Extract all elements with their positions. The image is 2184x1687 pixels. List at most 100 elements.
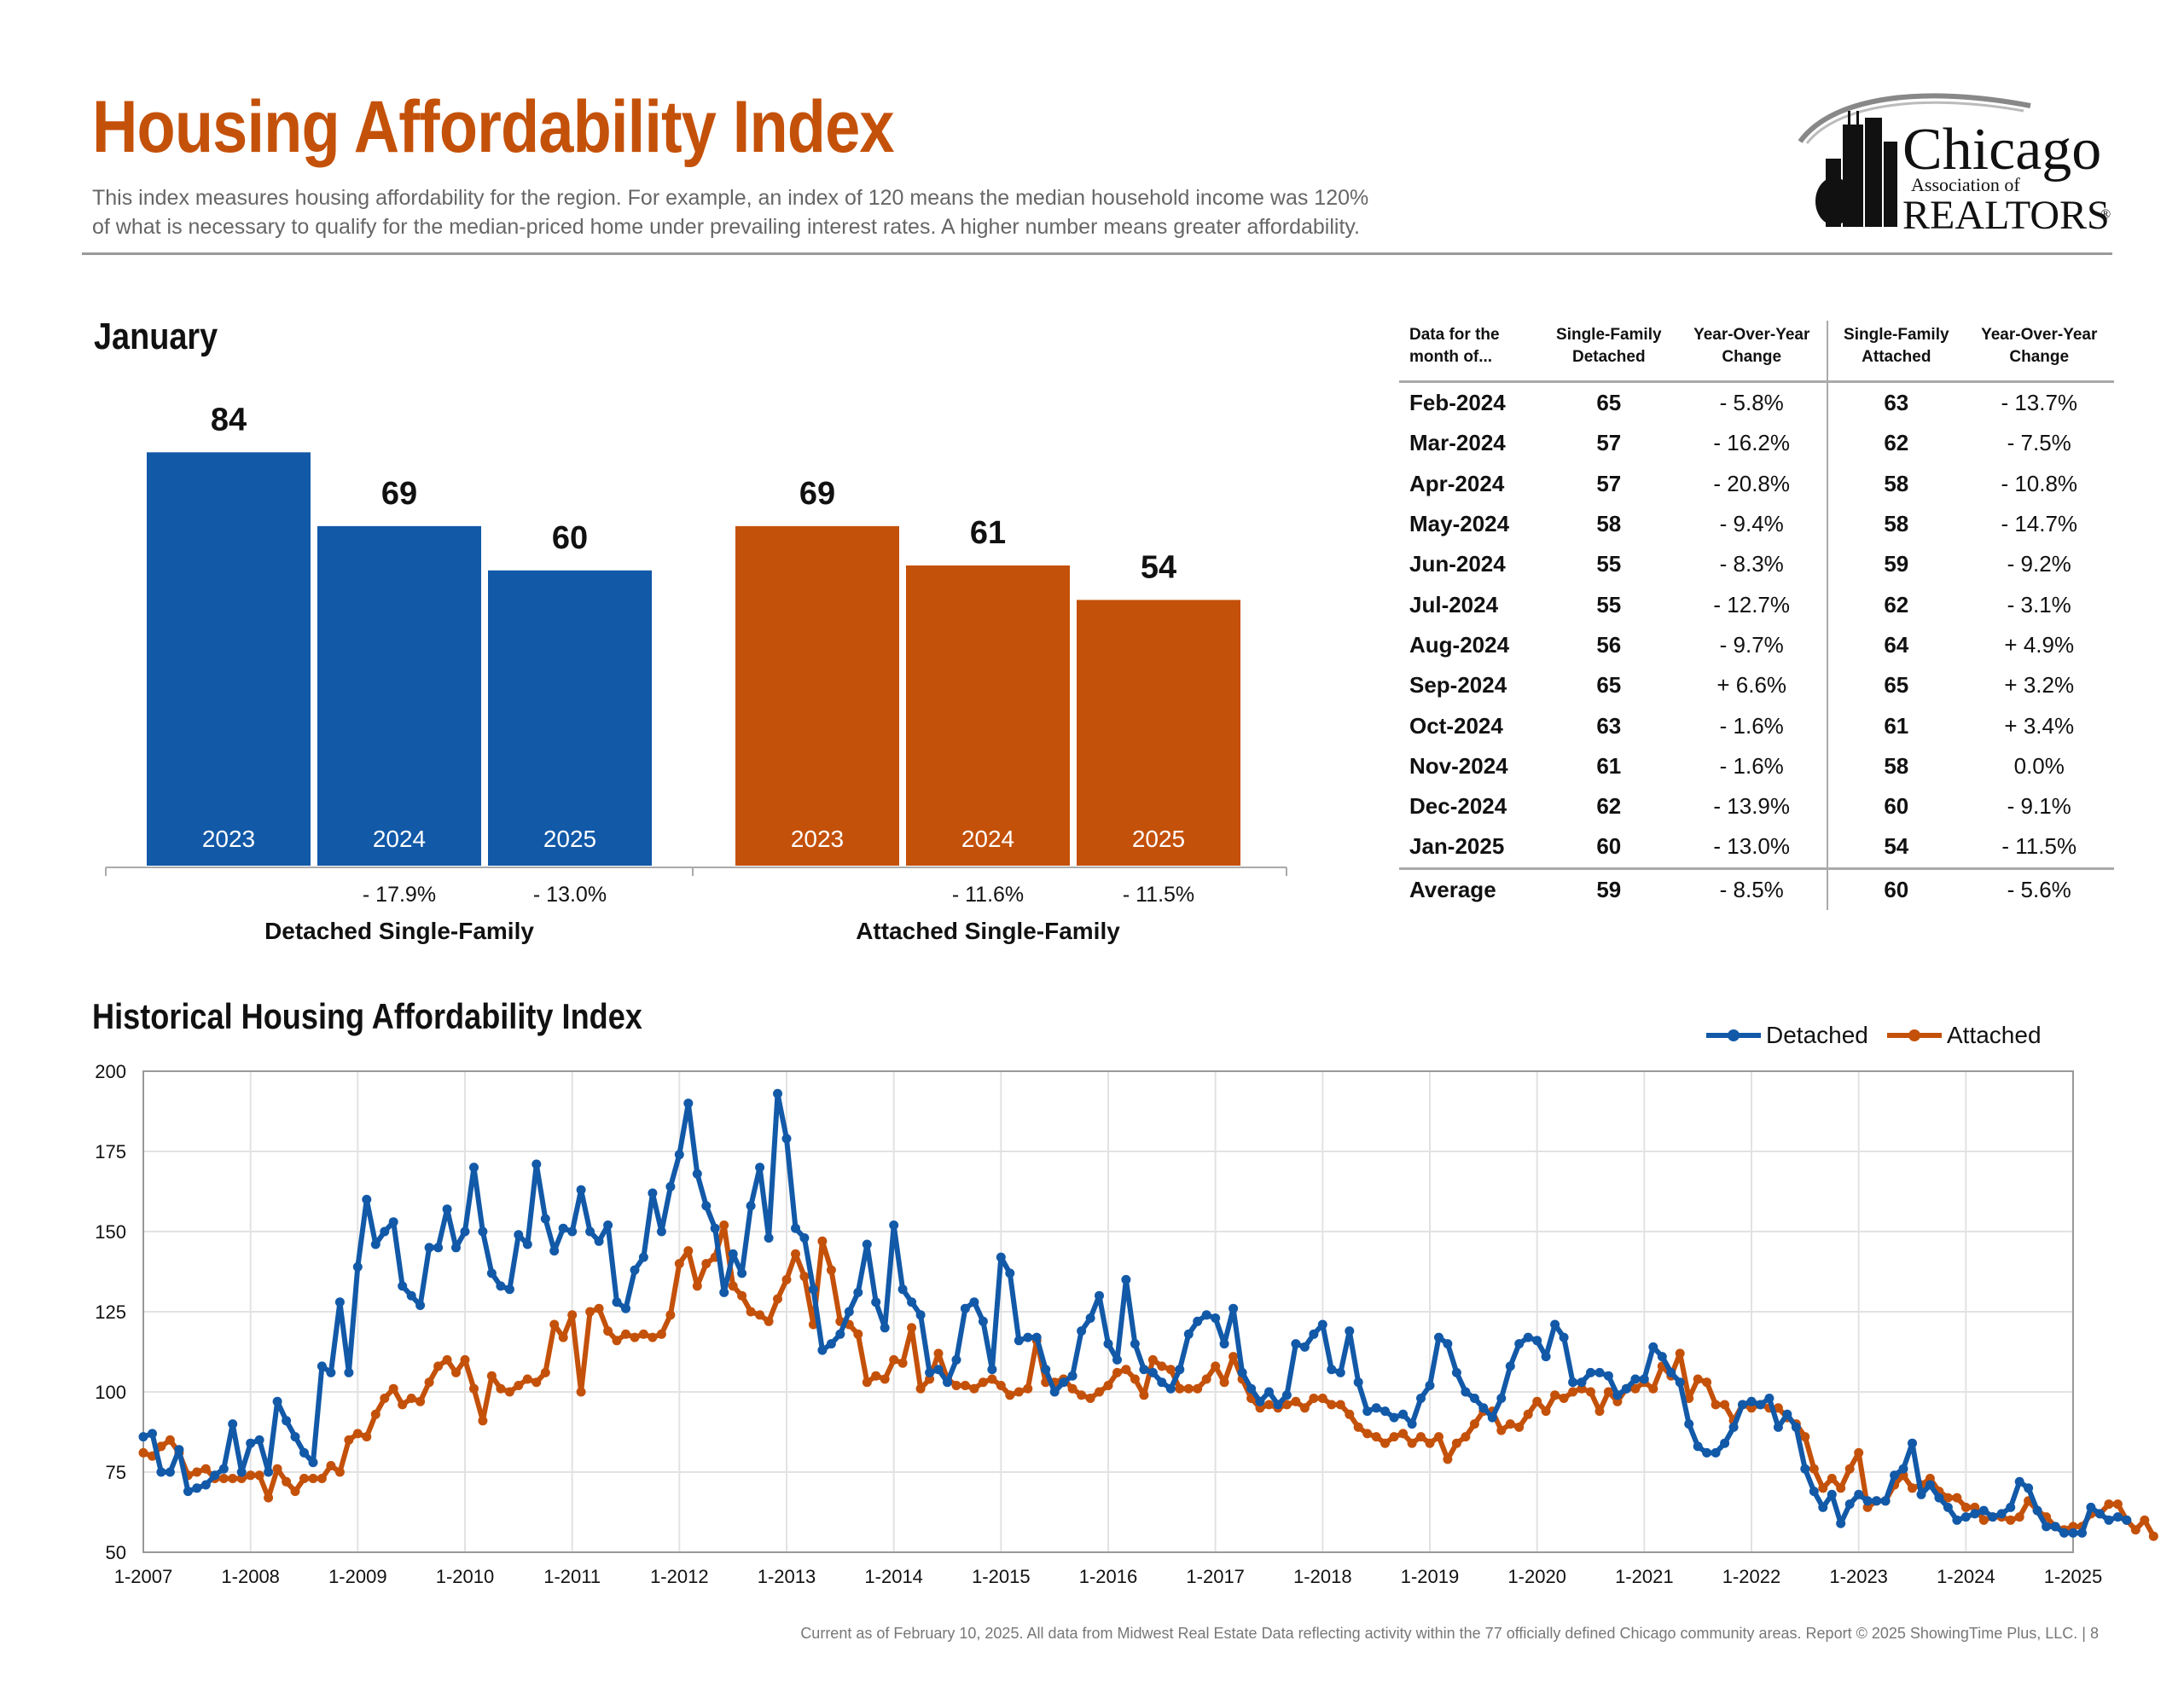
point-attached: [737, 1290, 747, 1301]
point-detached: [514, 1230, 524, 1240]
point-detached: [460, 1226, 470, 1237]
point-detached: [2024, 1483, 2034, 1493]
point-detached: [1978, 1505, 1989, 1516]
point-detached: [638, 1252, 648, 1262]
table-cell: Jul-2024: [1409, 591, 1499, 617]
table-cell: 57: [1596, 470, 1622, 496]
bar-change-label: - 17.9%: [363, 883, 436, 907]
logo-registered-mark: ®: [2100, 207, 2111, 222]
table-header-cell: Year-Over-Year Change: [1676, 321, 1829, 383]
point-detached: [907, 1297, 917, 1307]
point-detached: [576, 1185, 586, 1195]
point-attached: [656, 1329, 666, 1339]
point-attached: [674, 1259, 684, 1269]
point-attached: [1014, 1387, 1024, 1397]
bar-value-label: 54: [1141, 549, 1176, 585]
point-detached: [1666, 1367, 1676, 1377]
point-attached: [889, 1354, 899, 1365]
point-detached: [558, 1223, 568, 1233]
legend-detached-label: Detached: [1766, 1022, 1868, 1048]
point-attached: [648, 1332, 658, 1342]
point-detached: [1934, 1493, 1944, 1503]
point-detached: [889, 1220, 899, 1230]
point-detached: [192, 1483, 202, 1493]
point-attached: [1264, 1400, 1274, 1410]
y-tick-label: 125: [95, 1301, 126, 1323]
point-attached: [451, 1367, 461, 1377]
point-attached: [352, 1429, 363, 1439]
table-cell: - 9.4%: [1676, 503, 1829, 545]
point-detached: [1800, 1464, 1810, 1474]
point-detached: [1389, 1412, 1399, 1423]
table-row: Jul-2024 55 - 12.7% 62 - 3.1%: [1399, 584, 2114, 625]
point-attached: [1380, 1438, 1391, 1448]
point-detached: [1890, 1470, 1900, 1481]
point-detached: [1514, 1339, 1525, 1349]
point-detached: [791, 1223, 800, 1233]
bar-change-label: - 11.6%: [952, 883, 1024, 907]
point-detached: [1041, 1365, 1051, 1375]
table-cell: - 11.5%: [2001, 833, 2077, 860]
point-detached: [165, 1467, 175, 1477]
point-attached: [1157, 1361, 1167, 1371]
point-detached: [1603, 1371, 1613, 1381]
point-attached: [773, 1294, 782, 1304]
point-attached: [1461, 1432, 1471, 1442]
point-detached: [1854, 1489, 1864, 1499]
x-tick-label: 1-2008: [221, 1566, 280, 1587]
point-detached: [218, 1464, 229, 1474]
point-detached: [1273, 1400, 1283, 1410]
table-header-cell: Single-Family Attached: [1827, 321, 1965, 383]
table-cell: - 12.7%: [1676, 584, 1829, 625]
point-attached: [218, 1474, 229, 1483]
point-detached: [1398, 1409, 1409, 1419]
point-attached: [1067, 1383, 1077, 1394]
point-attached: [264, 1493, 274, 1503]
point-attached: [764, 1316, 774, 1326]
point-detached: [1541, 1352, 1551, 1362]
point-attached: [1711, 1400, 1721, 1410]
table-cell: + 6.6%: [1676, 665, 1829, 706]
table-cell: 55: [1596, 551, 1622, 577]
point-attached: [540, 1367, 550, 1377]
table-cell: - 8.5%: [1676, 867, 1829, 910]
table-cell: - 13.0%: [1676, 826, 1829, 869]
point-attached: [799, 1272, 810, 1282]
point-attached: [2140, 1515, 2150, 1525]
bar-2023: [735, 525, 899, 866]
table-cell: 59: [1541, 867, 1677, 910]
point-detached: [1487, 1412, 1497, 1423]
table-row: Oct-2024 63 - 1.6% 61 + 3.4%: [1399, 705, 2114, 746]
point-detached: [370, 1239, 380, 1249]
table-cell: + 4.9%: [2004, 631, 2075, 658]
table-cell: 64: [1884, 631, 1909, 658]
point-attached: [817, 1236, 828, 1246]
table-cell: Sep-2024: [1409, 672, 1507, 699]
point-attached: [1809, 1464, 1819, 1474]
table-cell: 60: [1596, 833, 1622, 860]
table-cell: 57: [1596, 430, 1622, 456]
x-tick-label: 1-2013: [758, 1566, 816, 1587]
point-detached: [648, 1188, 658, 1198]
point-detached: [1451, 1367, 1461, 1377]
point-attached: [755, 1310, 765, 1320]
table-average-row: Average 59- 8.5% 60- 5.6%: [1399, 867, 2114, 910]
point-attached: [612, 1336, 622, 1346]
point-detached: [2094, 1509, 2105, 1519]
point-detached: [1559, 1332, 1569, 1342]
table-header-text: Attached: [1862, 348, 1931, 366]
table-cell: - 20.8%: [1676, 463, 1829, 504]
point-attached: [1908, 1483, 1917, 1493]
point-detached: [1345, 1326, 1355, 1336]
point-detached: [826, 1339, 836, 1349]
point-attached: [1800, 1432, 1810, 1442]
point-detached: [1005, 1268, 1015, 1278]
point-attached: [2014, 1512, 2024, 1522]
point-attached: [871, 1371, 881, 1381]
table-cell: 55: [1596, 591, 1622, 617]
point-attached: [478, 1416, 488, 1426]
point-detached: [1380, 1406, 1391, 1417]
table-cell: - 5.6%: [1964, 867, 2114, 910]
point-attached: [228, 1474, 238, 1483]
january-title: January: [94, 316, 218, 357]
